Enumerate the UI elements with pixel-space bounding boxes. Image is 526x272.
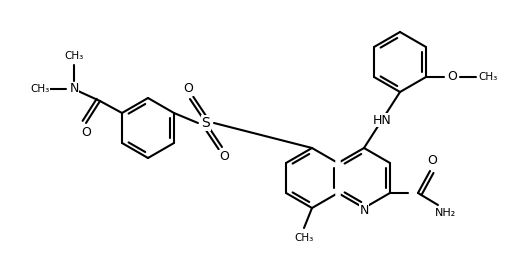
Text: O: O — [81, 126, 91, 140]
Text: N: N — [69, 82, 79, 95]
Text: CH₃: CH₃ — [64, 51, 84, 61]
Text: CH₃: CH₃ — [295, 233, 313, 243]
Text: O: O — [219, 150, 229, 163]
Text: HN: HN — [372, 113, 391, 126]
Text: NH₂: NH₂ — [436, 208, 457, 218]
Text: N: N — [359, 203, 369, 217]
Text: CH₃: CH₃ — [478, 72, 498, 82]
Text: O: O — [183, 82, 193, 95]
Text: O: O — [447, 70, 457, 84]
Text: O: O — [427, 154, 437, 168]
Text: S: S — [201, 116, 210, 130]
Text: CH₃: CH₃ — [31, 84, 49, 94]
